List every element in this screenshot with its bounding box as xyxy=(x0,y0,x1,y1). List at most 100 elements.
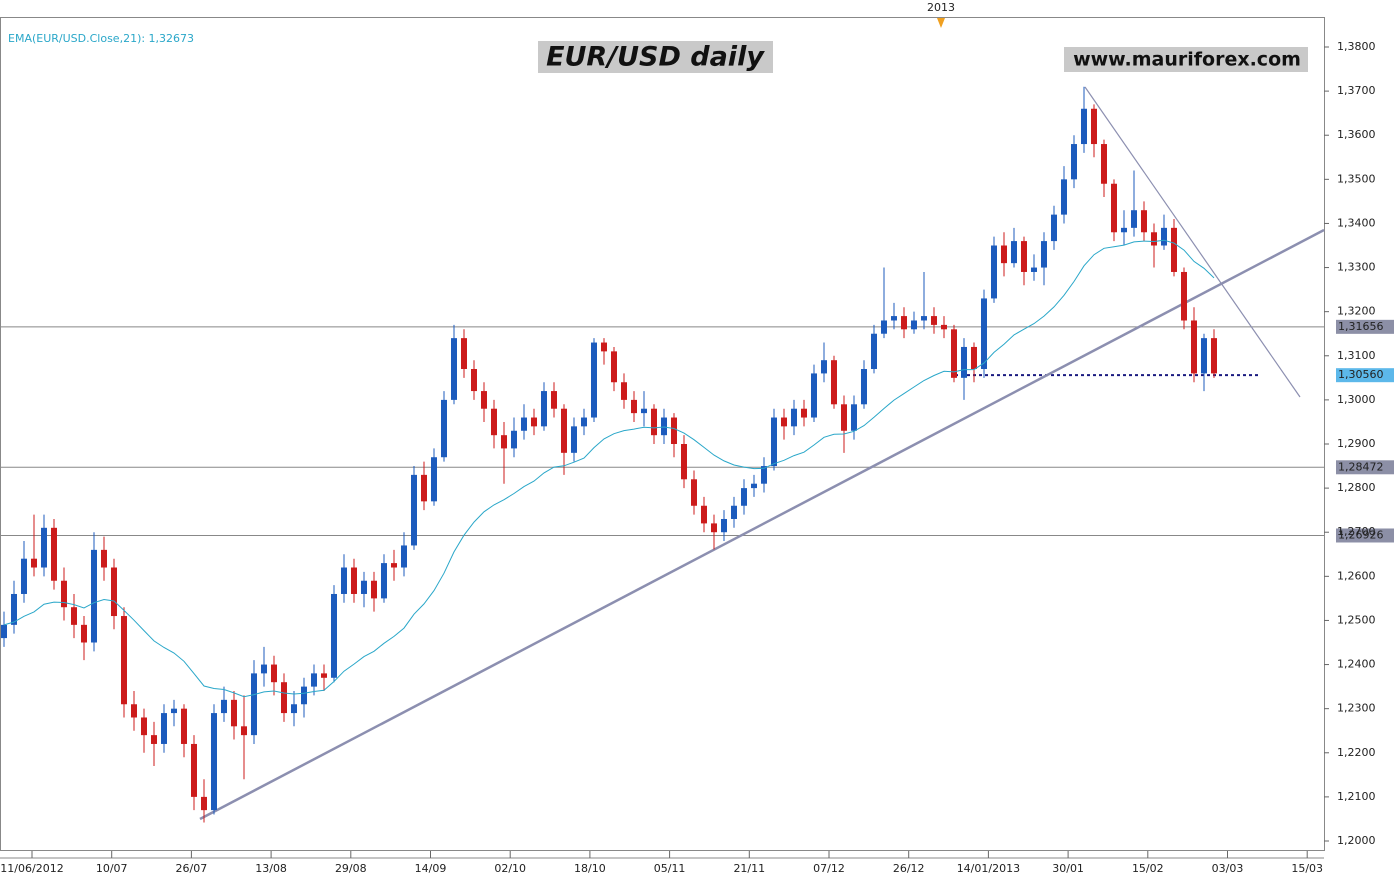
candle-body xyxy=(101,549,107,568)
candle-body xyxy=(341,567,347,594)
candle-body xyxy=(951,329,957,378)
candle-body xyxy=(351,567,357,594)
candle-body xyxy=(1011,241,1017,264)
candle-body xyxy=(811,373,817,418)
candle-body xyxy=(591,342,597,418)
candle-body xyxy=(991,245,997,299)
y-tick-label: 1,3500 xyxy=(1337,172,1376,185)
candle-body xyxy=(51,527,57,581)
x-tick-label: 15/03 xyxy=(1291,862,1323,875)
candle-body xyxy=(541,391,547,427)
x-tick-label: 10/07 xyxy=(96,862,128,875)
level-label-box xyxy=(1336,368,1394,383)
x-tick-label: 05/11 xyxy=(654,862,686,875)
x-tick-label: 07/12 xyxy=(813,862,845,875)
y-tick-label: 1,2300 xyxy=(1337,702,1376,715)
candle-body xyxy=(721,518,727,533)
x-tick-label: 21/11 xyxy=(733,862,765,875)
y-tick-label: 1,2700 xyxy=(1337,525,1376,538)
candle-body xyxy=(711,523,717,533)
x-tick-label: 26/07 xyxy=(176,862,208,875)
candle-body xyxy=(871,333,877,370)
y-tick-label: 1,3100 xyxy=(1337,349,1376,362)
candle-body xyxy=(181,708,187,744)
candle-body xyxy=(121,616,127,705)
watermark: www.mauriforex.com xyxy=(1073,49,1301,71)
x-tick-label: 14/01/2013 xyxy=(957,862,1020,875)
candle-body xyxy=(31,558,37,568)
candle-body xyxy=(511,430,517,449)
candle-body xyxy=(981,298,987,370)
y-tick-label: 1,2400 xyxy=(1337,658,1376,671)
candle-body xyxy=(461,338,467,370)
y-tick-label: 1,2600 xyxy=(1337,569,1376,582)
candle-body xyxy=(1101,144,1107,184)
candle-body xyxy=(1001,245,1007,264)
level-label-box xyxy=(1336,319,1394,334)
candle-body xyxy=(1151,232,1157,246)
x-tick-label: 30/01 xyxy=(1052,862,1084,875)
candle-body xyxy=(1061,179,1067,215)
candle-body xyxy=(191,743,197,797)
candle-body xyxy=(521,417,527,431)
candle-body xyxy=(681,444,687,480)
candle-body xyxy=(491,408,497,436)
candle-body xyxy=(291,704,297,714)
level-label: 1,28472 xyxy=(1338,460,1384,473)
candle-body xyxy=(321,673,327,678)
candle-body xyxy=(381,563,387,599)
y-tick-label: 1,3400 xyxy=(1337,216,1376,229)
candle-body xyxy=(261,664,267,674)
watermark-box xyxy=(1064,47,1308,72)
candle-body xyxy=(621,382,627,400)
ema-line xyxy=(3,239,1215,698)
candle-body xyxy=(571,426,577,453)
candle-body xyxy=(661,417,667,436)
candle-body xyxy=(271,664,277,683)
candle-body xyxy=(831,360,837,405)
candle-body xyxy=(961,346,967,378)
candle-body xyxy=(161,713,167,744)
x-tick-label: 26/12 xyxy=(893,862,925,875)
candle-body xyxy=(401,545,407,568)
y-tick-label: 1,3200 xyxy=(1337,305,1376,318)
candle-body xyxy=(451,338,457,400)
x-tick-label: 15/02 xyxy=(1132,862,1164,875)
candle-body xyxy=(1181,271,1187,321)
y-tick-label: 1,2500 xyxy=(1337,613,1376,626)
candle-body xyxy=(471,369,477,392)
candle-body xyxy=(691,479,697,506)
candle-body xyxy=(481,391,487,409)
candle-body xyxy=(151,735,157,744)
candle-body xyxy=(611,351,617,383)
level-label-box xyxy=(1336,528,1394,543)
x-tick-label: 11/06/2012 xyxy=(0,862,63,875)
x-tick-label: 18/10 xyxy=(574,862,606,875)
candle-body xyxy=(781,417,787,427)
candle-body xyxy=(361,580,367,594)
candle-body xyxy=(211,713,217,811)
candle-body xyxy=(651,408,657,436)
y-tick-label: 1,2200 xyxy=(1337,746,1376,759)
y-tick-label: 1,2800 xyxy=(1337,481,1376,494)
candle-body xyxy=(631,399,637,414)
candle-body xyxy=(601,342,607,352)
candle-body xyxy=(741,488,747,506)
candle-body xyxy=(771,417,777,467)
candle-body xyxy=(701,505,707,524)
candle-body xyxy=(441,399,447,458)
candle-body xyxy=(911,320,917,330)
candle-body xyxy=(641,408,647,414)
x-tick-label: 14/09 xyxy=(415,862,447,875)
candle-body xyxy=(1201,338,1207,374)
candle-body xyxy=(841,404,847,431)
level-label: 1,26926 xyxy=(1338,528,1384,541)
candle-body xyxy=(891,316,897,321)
candle-body xyxy=(1051,214,1057,242)
candle-body xyxy=(1111,183,1117,233)
candle-body xyxy=(221,699,227,714)
level-label-box xyxy=(1336,460,1394,475)
candle-body xyxy=(731,505,737,519)
candle-body xyxy=(751,483,757,489)
